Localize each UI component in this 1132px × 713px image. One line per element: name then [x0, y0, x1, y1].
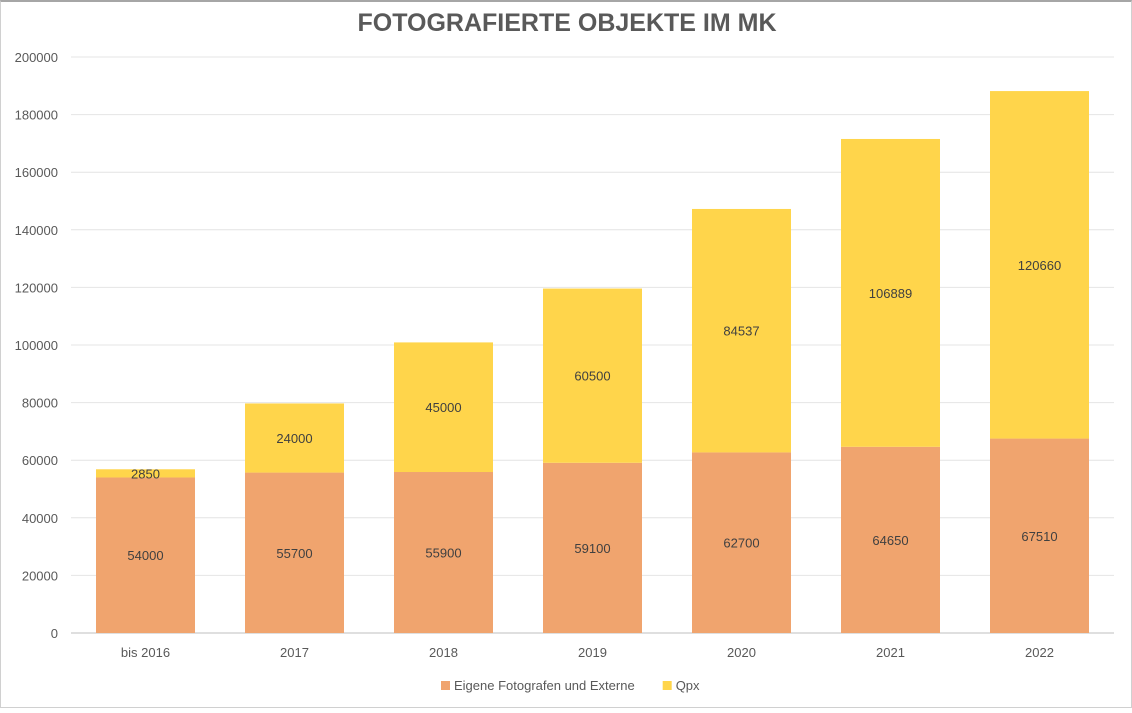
- y-tick-label: 40000: [22, 511, 58, 526]
- bar-qpx: [990, 91, 1089, 439]
- x-tick-label: 2020: [727, 645, 756, 660]
- legend-label: Qpx: [676, 678, 700, 693]
- data-label: 84537: [723, 324, 759, 339]
- y-tick-label: 160000: [15, 165, 58, 180]
- x-tick-label: 2022: [1025, 645, 1054, 660]
- bar-qpx: [245, 403, 344, 473]
- y-tick-label: 200000: [15, 50, 58, 65]
- data-label: 55900: [425, 546, 461, 561]
- bar-eigene: [543, 462, 642, 633]
- bar-eigene: [245, 472, 344, 633]
- legend-swatch: [441, 681, 450, 690]
- x-tick-label: 2018: [429, 645, 458, 660]
- data-label: 64650: [872, 533, 908, 548]
- bar-eigene: [692, 452, 791, 633]
- data-label: 106889: [869, 286, 912, 301]
- legend-label: Eigene Fotografen und Externe: [454, 678, 635, 693]
- data-label: 2850: [131, 466, 160, 481]
- data-label: 120660: [1018, 258, 1061, 273]
- y-tick-label: 80000: [22, 396, 58, 411]
- legend-item: Eigene Fotografen und Externe: [441, 678, 635, 693]
- bar-eigene: [990, 438, 1089, 633]
- legend-item: Qpx: [662, 678, 700, 693]
- x-tick-label: 2021: [876, 645, 905, 660]
- y-tick-label: 100000: [15, 338, 58, 353]
- data-label: 55700: [276, 546, 312, 561]
- y-tick-label: 140000: [15, 223, 58, 238]
- y-tick-label: 120000: [15, 280, 58, 295]
- bar-qpx: [543, 288, 642, 463]
- y-tick-label: 20000: [22, 568, 58, 583]
- data-label: 67510: [1021, 529, 1057, 544]
- chart-title: FOTOGRAFIERTE OBJEKTE IM MK: [358, 9, 777, 37]
- data-label: 62700: [723, 536, 759, 551]
- bar-eigene: [96, 477, 195, 633]
- data-label: 45000: [425, 400, 461, 415]
- x-tick-label: 2019: [578, 645, 607, 660]
- data-label: 60500: [574, 369, 610, 384]
- bar-qpx: [96, 469, 195, 478]
- data-label: 59100: [574, 541, 610, 556]
- bar-qpx: [394, 342, 493, 473]
- x-tick-label: 2017: [280, 645, 309, 660]
- bar-eigene: [394, 472, 493, 633]
- legend-swatch: [662, 681, 672, 690]
- x-tick-label: bis 2016: [121, 645, 170, 660]
- bar-qpx: [692, 208, 791, 453]
- y-tick-label: 0: [51, 626, 58, 641]
- data-label: 24000: [276, 431, 312, 446]
- bar-eigene: [841, 446, 940, 633]
- bar-qpx: [841, 138, 940, 447]
- data-label: 54000: [127, 548, 163, 563]
- y-tick-label: 180000: [15, 108, 58, 123]
- y-tick-label: 60000: [22, 453, 58, 468]
